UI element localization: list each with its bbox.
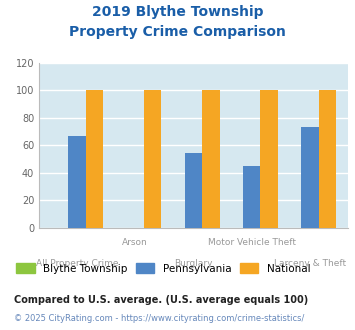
Bar <box>202 90 220 228</box>
Text: Arson: Arson <box>122 238 148 247</box>
Bar <box>185 153 202 228</box>
Text: Property Crime Comparison: Property Crime Comparison <box>69 25 286 39</box>
Bar <box>301 127 319 228</box>
Text: © 2025 CityRating.com - https://www.cityrating.com/crime-statistics/: © 2025 CityRating.com - https://www.city… <box>14 314 305 323</box>
Bar <box>261 90 278 228</box>
Text: Larceny & Theft: Larceny & Theft <box>274 259 346 268</box>
Text: Compared to U.S. average. (U.S. average equals 100): Compared to U.S. average. (U.S. average … <box>14 295 308 305</box>
Text: Motor Vehicle Theft: Motor Vehicle Theft <box>208 238 296 247</box>
Legend: Blythe Township, Pennsylvania, National: Blythe Township, Pennsylvania, National <box>16 263 310 274</box>
Text: Burglary: Burglary <box>174 259 213 268</box>
Bar <box>243 166 261 228</box>
Bar <box>144 90 162 228</box>
Bar <box>86 90 103 228</box>
Text: 2019 Blythe Township: 2019 Blythe Township <box>92 5 263 19</box>
Bar <box>319 90 336 228</box>
Text: All Property Crime: All Property Crime <box>36 259 118 268</box>
Bar <box>68 136 86 228</box>
